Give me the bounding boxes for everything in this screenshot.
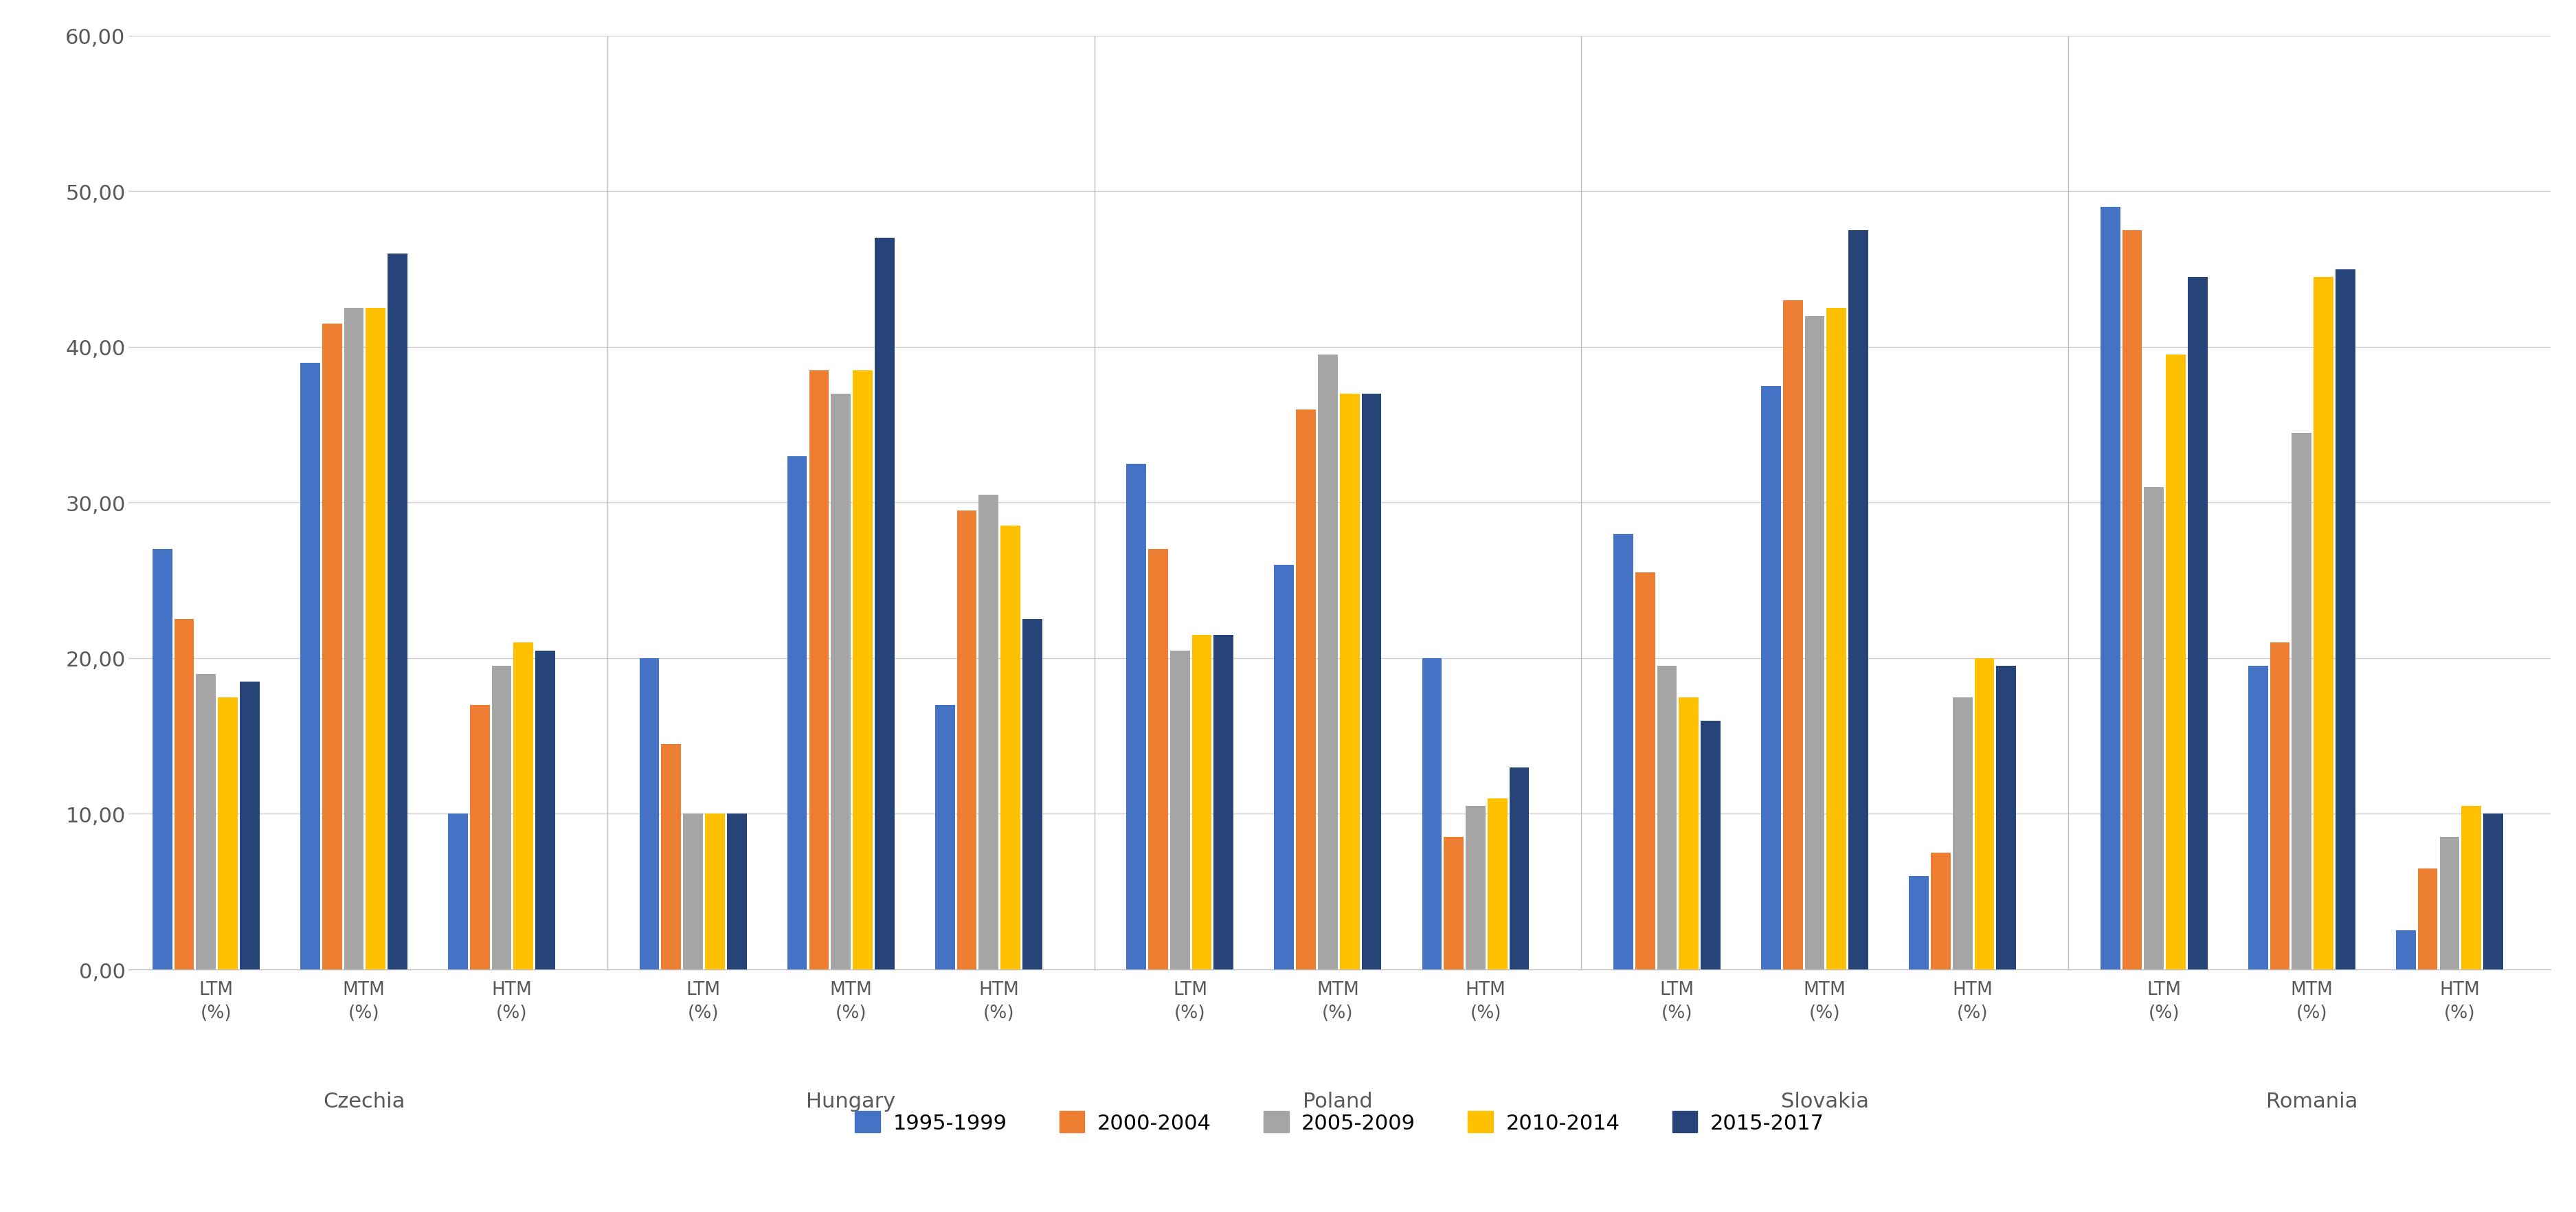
Bar	[1486, 799, 1507, 970]
Bar	[175, 619, 193, 970]
Legend: 1995-1999, 2000-2004, 2005-2009, 2010-2014, 2015-2017: 1995-1999, 2000-2004, 2005-2009, 2010-20…	[848, 1103, 1832, 1140]
Bar	[322, 324, 343, 970]
Bar	[2439, 837, 2460, 970]
Bar	[2463, 806, 2481, 970]
Bar	[2419, 869, 2437, 970]
Text: Slovakia: Slovakia	[1780, 1091, 1868, 1111]
Bar	[1932, 853, 1950, 970]
Bar	[1466, 806, 1486, 970]
Bar	[1319, 355, 1337, 970]
Bar	[809, 371, 829, 970]
Bar	[788, 457, 806, 970]
Bar	[513, 644, 533, 970]
Bar	[469, 705, 489, 970]
Bar	[2483, 814, 2504, 970]
Bar	[1275, 565, 1293, 970]
Bar	[1296, 410, 1316, 970]
Bar	[1973, 658, 1994, 970]
Bar	[1510, 767, 1530, 970]
Bar	[152, 550, 173, 970]
Bar	[1806, 316, 1824, 970]
Bar	[1783, 301, 1803, 970]
Bar	[1762, 387, 1780, 970]
Text: Hungary: Hungary	[806, 1091, 896, 1111]
Bar	[2336, 270, 2354, 970]
Bar	[448, 814, 469, 970]
Bar	[1422, 658, 1443, 970]
Bar	[345, 309, 363, 970]
Bar	[956, 510, 976, 970]
Bar	[1149, 550, 1167, 970]
Bar	[876, 239, 894, 970]
Bar	[1680, 697, 1698, 970]
Text: Poland: Poland	[1303, 1091, 1373, 1111]
Bar	[386, 255, 407, 970]
Bar	[1656, 667, 1677, 970]
Bar	[706, 814, 724, 970]
Bar	[1126, 464, 1146, 970]
Bar	[1850, 230, 1868, 970]
Bar	[726, 814, 747, 970]
Bar	[1953, 697, 1973, 970]
Bar	[2269, 644, 2290, 970]
Bar	[1023, 619, 1043, 970]
Bar	[2187, 278, 2208, 970]
Bar	[1170, 651, 1190, 970]
Bar	[240, 682, 260, 970]
Bar	[301, 364, 319, 970]
Bar	[1340, 394, 1360, 970]
Bar	[492, 667, 513, 970]
Text: Romania: Romania	[2267, 1091, 2357, 1111]
Bar	[999, 526, 1020, 970]
Bar	[1443, 837, 1463, 970]
Bar	[536, 651, 554, 970]
Bar	[2293, 433, 2311, 970]
Bar	[1636, 573, 1654, 970]
Bar	[1826, 309, 1847, 970]
Bar	[2313, 278, 2334, 970]
Bar	[853, 371, 873, 970]
Bar	[979, 496, 999, 970]
Bar	[366, 309, 386, 970]
Bar	[1909, 876, 1929, 970]
Bar	[639, 658, 659, 970]
Bar	[1996, 667, 2017, 970]
Bar	[2123, 230, 2143, 970]
Bar	[2249, 667, 2267, 970]
Bar	[219, 697, 237, 970]
Bar	[1613, 534, 1633, 970]
Bar	[196, 674, 216, 970]
Bar	[2396, 931, 2416, 970]
Bar	[832, 394, 850, 970]
Bar	[1700, 721, 1721, 970]
Bar	[1193, 635, 1211, 970]
Bar	[1213, 635, 1234, 970]
Bar	[683, 814, 703, 970]
Bar	[2143, 487, 2164, 970]
Bar	[662, 744, 680, 970]
Bar	[2099, 207, 2120, 970]
Bar	[935, 705, 956, 970]
Bar	[1363, 394, 1381, 970]
Bar	[2166, 355, 2184, 970]
Text: Czechia: Czechia	[322, 1091, 404, 1111]
